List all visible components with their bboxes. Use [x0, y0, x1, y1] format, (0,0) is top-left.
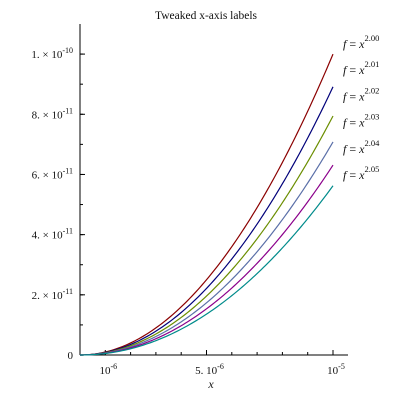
x-tick-label: 10-6	[99, 362, 117, 377]
series-labels: f = x2.00 f = x2.01 f = x2.02 f = x2.03 f = …	[343, 33, 380, 182]
series-line	[79, 185, 334, 356]
x-axis-ticks: 10-6 5. 10-6 10-5	[99, 350, 345, 377]
y-tick-label: 6. × 10-11	[32, 166, 73, 181]
x-tick-label: 5. 10-6	[195, 362, 224, 377]
y-tick-label: 2. × 10-11	[32, 287, 73, 302]
y-axis-ticks: 0 2. × 10-11 4. × 10-11 6. × 10-11 8. × 10-1…	[31, 46, 85, 362]
series-line	[79, 86, 334, 356]
series-label: f = x2.04	[343, 138, 380, 156]
series-lines	[79, 53, 334, 356]
series-line	[79, 164, 334, 356]
chart-title: Tweaked x-axis labels	[155, 10, 258, 22]
axes	[79, 24, 348, 356]
x-axis-title: x	[207, 377, 214, 391]
y-tick-label: 4. × 10-11	[32, 227, 73, 242]
y-tick-label: 1. × 10-10	[31, 46, 73, 61]
y-tick-label: 8. × 10-11	[32, 106, 73, 121]
y-tick-label: 0	[68, 350, 74, 362]
series-line	[79, 115, 334, 356]
series-label: f = x2.00	[343, 33, 379, 51]
series-line	[79, 141, 334, 356]
series-label: f = x2.05	[343, 164, 379, 182]
series-label: f = x2.03	[343, 112, 379, 130]
series-label: f = x2.01	[343, 59, 379, 77]
series-line	[79, 53, 334, 356]
series-label: f = x2.02	[343, 85, 379, 103]
x-tick-label: 10-5	[327, 362, 345, 377]
